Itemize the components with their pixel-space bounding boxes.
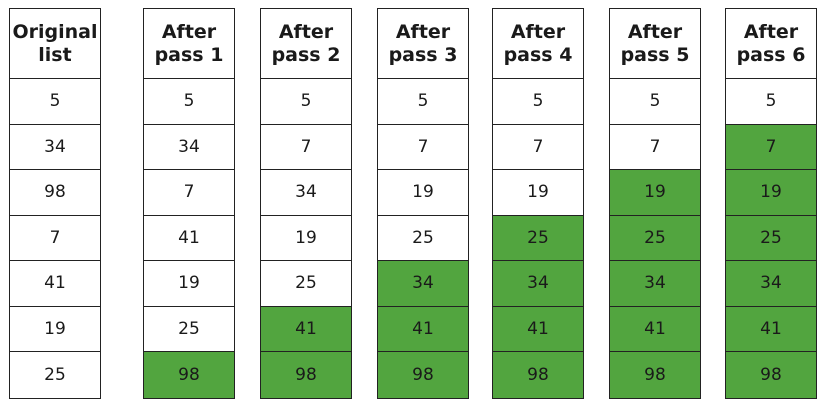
list-cell: 41	[10, 261, 100, 307]
list-cell: 25	[261, 261, 351, 307]
list-cell: 98	[726, 352, 816, 398]
list-cell: 7	[726, 124, 816, 170]
column-header: After pass 3	[378, 9, 468, 79]
column-header-line1: After	[278, 20, 334, 43]
list-cell: 34	[10, 125, 100, 170]
list-cell: 98	[610, 352, 700, 398]
column-header: After pass 2	[261, 9, 351, 79]
list-cell: 5	[726, 79, 816, 125]
list-cell: 98	[261, 352, 351, 398]
list-cell: 98	[144, 352, 234, 398]
column-header-line1: Original	[12, 20, 98, 43]
list-cell: 25	[493, 215, 583, 261]
column-header: Original list	[10, 9, 100, 79]
list-cell: 7	[378, 125, 468, 170]
column-header-line1: After	[510, 20, 566, 43]
list-cell: 5	[10, 79, 100, 125]
column-header-line1: After	[743, 20, 799, 43]
column-header-line2: pass 5	[620, 43, 690, 66]
list-cell: 7	[261, 125, 351, 170]
list-cell: 34	[144, 125, 234, 170]
list-cell: 41	[261, 306, 351, 352]
list-cell: 19	[261, 216, 351, 261]
list-column-6: After pass 6 5 7 19 25 34 41 98	[725, 8, 817, 399]
list-cell: 98	[10, 170, 100, 216]
list-cell: 41	[378, 306, 468, 352]
list-cell: 19	[493, 170, 583, 216]
list-column-3: After pass 3 5 7 19 25 34 41 98	[377, 8, 469, 399]
list-cell: 98	[378, 352, 468, 398]
list-cell: 5	[610, 79, 700, 125]
column-header-line2: pass 6	[736, 43, 806, 66]
list-cell: 25	[144, 307, 234, 352]
column-header: After pass 4	[493, 9, 583, 79]
list-column-0: Original list 5 34 98 7 41 19 25	[9, 8, 101, 399]
list-cell: 25	[44, 364, 66, 385]
list-cell: 7	[610, 125, 700, 170]
list-column-4: After pass 4 5 7 19 25 34 41 98	[492, 8, 584, 399]
list-cell: 25	[378, 216, 468, 261]
column-header-line2: pass 3	[388, 43, 458, 66]
column-header-line2: list	[38, 43, 72, 66]
column-header-line1: After	[627, 20, 683, 43]
list-column-2: After pass 2 5 7 34 19 25 41 98	[260, 8, 352, 399]
list-column-5: After pass 5 5 7 19 25 34 41 98	[609, 8, 701, 399]
column-header-line1: After	[395, 20, 451, 43]
list-cell: 34	[610, 261, 700, 307]
list-cell: 7	[493, 125, 583, 170]
list-cell: 25	[726, 215, 816, 261]
list-cell: 7	[144, 170, 234, 216]
column-header: After pass 5	[610, 9, 700, 79]
list-cell: 41	[610, 306, 700, 352]
list-cell: 19	[610, 170, 700, 216]
list-cell: 19	[144, 261, 234, 307]
column-header-line2: pass 4	[503, 43, 573, 66]
column-header: After pass 1	[144, 9, 234, 79]
list-cell: 5	[144, 79, 234, 125]
list-cell: 19	[10, 307, 100, 352]
list-cell: 19	[726, 170, 816, 216]
list-cell: 5	[261, 79, 351, 125]
list-column-1: After pass 1 5 34 7 41 19 25 98	[143, 8, 235, 399]
list-cell: 25	[610, 215, 700, 261]
column-header: After pass 6	[726, 9, 816, 79]
list-cell: 41	[493, 306, 583, 352]
list-cell: 41	[726, 306, 816, 352]
column-header-line2: pass 2	[271, 43, 341, 66]
list-cell: 98	[493, 352, 583, 398]
list-cell: 5	[378, 79, 468, 125]
list-cell: 34	[726, 261, 816, 307]
list-cell: 34	[493, 261, 583, 307]
list-cell: 19	[378, 170, 468, 216]
list-cell: 7	[10, 216, 100, 261]
list-cell: 41	[144, 216, 234, 261]
list-cell: 5	[493, 79, 583, 125]
column-header-line1: After	[161, 20, 217, 43]
column-header-line2: pass 1	[154, 43, 224, 66]
list-cell: 34	[261, 170, 351, 216]
list-cell: 34	[378, 261, 468, 307]
